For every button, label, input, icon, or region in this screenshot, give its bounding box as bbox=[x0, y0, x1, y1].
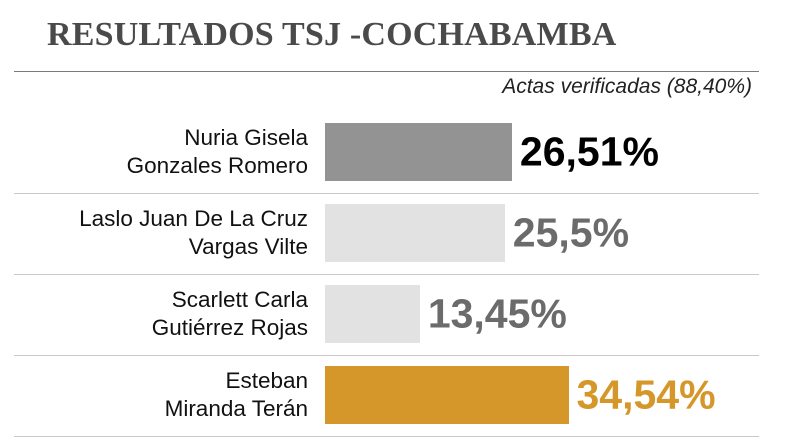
chart-row: Scarlett Carla Gutiérrez Rojas 13,45% bbox=[0, 275, 800, 353]
chart-row: Laslo Juan De La Cruz Vargas Vilte 25,5% bbox=[0, 194, 800, 272]
category-label-line: Scarlett Carla bbox=[171, 287, 308, 312]
category-label-line: Miranda Terán bbox=[164, 396, 308, 421]
chart-row: Nuria Gisela Gonzales Romero 26,51% bbox=[0, 113, 800, 191]
data-label: 25,5% bbox=[512, 209, 630, 256]
chart-title: RESULTADOS TSJ -COCHABAMBA bbox=[47, 16, 617, 53]
bar bbox=[325, 204, 505, 262]
category-label: Scarlett Carla Gutiérrez Rojas bbox=[152, 286, 308, 342]
row-divider bbox=[14, 355, 759, 356]
category-label-line: Nuria Gisela bbox=[184, 125, 308, 150]
category-label-line: Gonzales Romero bbox=[126, 153, 308, 178]
category-label: Nuria Gisela Gonzales Romero bbox=[127, 124, 308, 180]
data-label: 34,54% bbox=[576, 371, 716, 418]
category-label-line: Laslo Juan De La Cruz bbox=[79, 206, 308, 231]
data-label: 26,51% bbox=[519, 128, 659, 175]
title-divider bbox=[14, 71, 759, 72]
row-divider bbox=[14, 193, 759, 194]
category-label: Esteban Miranda Terán bbox=[165, 367, 308, 423]
chart-subtitle: Actas verificadas (88,40%) bbox=[502, 75, 752, 98]
data-label: 13,45% bbox=[427, 290, 567, 337]
bar bbox=[325, 285, 420, 343]
category-label-line: Esteban bbox=[225, 368, 308, 393]
category-label-line: Gutiérrez Rojas bbox=[151, 315, 308, 340]
bar bbox=[325, 366, 569, 424]
chart-row: Esteban Miranda Terán 34,54% bbox=[0, 356, 800, 434]
category-label: Laslo Juan De La Cruz Vargas Vilte bbox=[79, 205, 308, 261]
bar bbox=[325, 123, 512, 181]
row-divider bbox=[14, 274, 759, 275]
category-label-line: Vargas Vilte bbox=[188, 234, 308, 259]
